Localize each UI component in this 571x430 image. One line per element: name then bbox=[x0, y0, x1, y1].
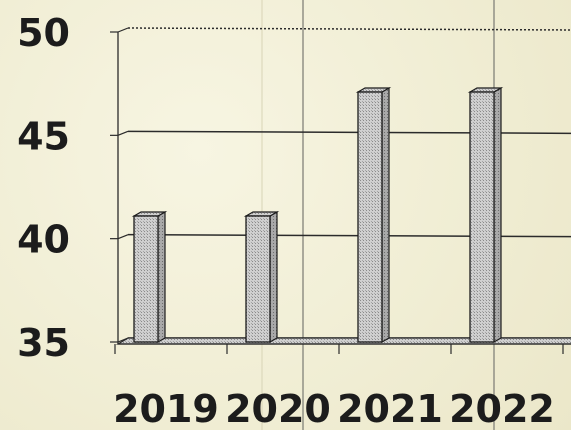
bar-2022 bbox=[467, 86, 504, 344]
y-tick-label-50: 50 bbox=[17, 11, 70, 55]
y-tick-labels: 35 40 45 50 bbox=[17, 11, 70, 365]
y-tick-label-40: 40 bbox=[17, 218, 70, 262]
chart-floor bbox=[115, 337, 571, 345]
gridline-40 bbox=[127, 233, 571, 238]
x-tick-label-2020: 2020 bbox=[225, 387, 331, 430]
bar-side-face bbox=[381, 86, 390, 344]
axes bbox=[110, 31, 571, 354]
bar-side-face bbox=[269, 210, 278, 344]
bar-2020 bbox=[243, 210, 280, 344]
x-tick-labels: 2019 2020 2021 2022 bbox=[113, 387, 555, 430]
gridline-connector-40 bbox=[117, 234, 129, 240]
bar-front-face bbox=[357, 91, 383, 343]
y-tick-label-45: 45 bbox=[17, 114, 70, 158]
gridline-connector-50 bbox=[117, 27, 129, 33]
gridlines bbox=[117, 0, 571, 430]
bars bbox=[131, 86, 504, 344]
bar-front-face bbox=[245, 215, 271, 343]
bar-side-face bbox=[157, 210, 166, 344]
x-tick-label-2022: 2022 bbox=[449, 387, 555, 430]
x-tick-label-2019: 2019 bbox=[113, 387, 219, 430]
bar-2019 bbox=[131, 210, 168, 344]
gridline-45 bbox=[127, 130, 571, 135]
x-tick-label-2021: 2021 bbox=[337, 387, 443, 430]
y-tick-label-35: 35 bbox=[17, 321, 70, 365]
bar-side-face bbox=[493, 86, 502, 344]
bar-front-face bbox=[133, 215, 159, 343]
bar-2021 bbox=[355, 86, 392, 344]
gridline-50 bbox=[127, 27, 571, 31]
gridline-connector-45 bbox=[117, 130, 129, 136]
bar-front-face bbox=[469, 91, 495, 343]
